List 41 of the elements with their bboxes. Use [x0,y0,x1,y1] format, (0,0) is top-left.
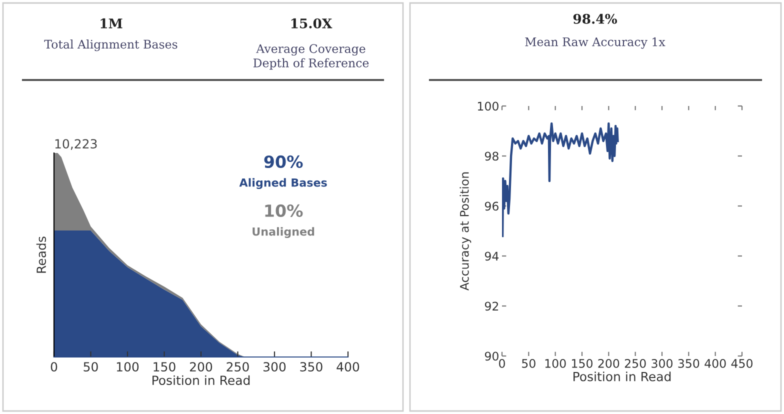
x-tick-label: 50 [84,362,98,372]
x-tick-label: 0 [499,358,505,368]
y-tick-label: 96 [484,202,498,211]
text: 10,223 [55,139,97,150]
line-series [502,122,619,238]
y-axis-title: Accuracy at Position [460,172,472,291]
x-tick-label: 250 [624,358,646,368]
x-tick-label: 100 [545,358,566,368]
y-tick-label: 100 [478,102,498,111]
annotation: 10% [265,204,303,217]
y-tick-label: 92 [484,302,498,311]
x-tick-label: 300 [264,362,286,372]
x-axis-title: Position in Read [152,375,250,386]
x-tick-label: 150 [572,358,592,368]
x-tick-label: 250 [226,362,249,372]
x-tick-label: 50 [522,358,536,368]
annotation: Unaligned [252,227,314,238]
y-axis-title: Reads [36,236,46,273]
chart-title: 98.4% [573,14,618,24]
y-tick-label: 94 [484,252,499,261]
text: 1M [100,18,122,28]
x-tick-label: 400 [704,358,726,368]
x-tick-label: 450 [731,358,752,368]
x-tick-label: 200 [598,358,620,368]
x-tick-label: 350 [678,358,700,368]
x-tick-label: 350 [300,362,322,372]
x-tick-label: 100 [116,362,139,372]
text: 15.0X [291,18,332,28]
text: Total Alignment Bases [44,40,178,52]
y-tick-label: 90 [484,352,498,361]
annotation: Aligned Bases [239,178,327,190]
x-tick-label: 200 [190,362,212,372]
x-tick-label: 300 [652,358,672,368]
y-tick-label: 98 [484,152,498,161]
annotation: 90% [264,155,303,168]
chart-subtitle: Mean Raw Accuracy 1x [525,37,666,49]
text: Average Coverage Depth of Reference [253,44,369,70]
x-tick-label: 400 [336,362,360,372]
x-tick-label: 150 [154,362,176,372]
x-tick-label: 0 [50,362,58,372]
x-axis-title: Position in Read [574,372,671,382]
